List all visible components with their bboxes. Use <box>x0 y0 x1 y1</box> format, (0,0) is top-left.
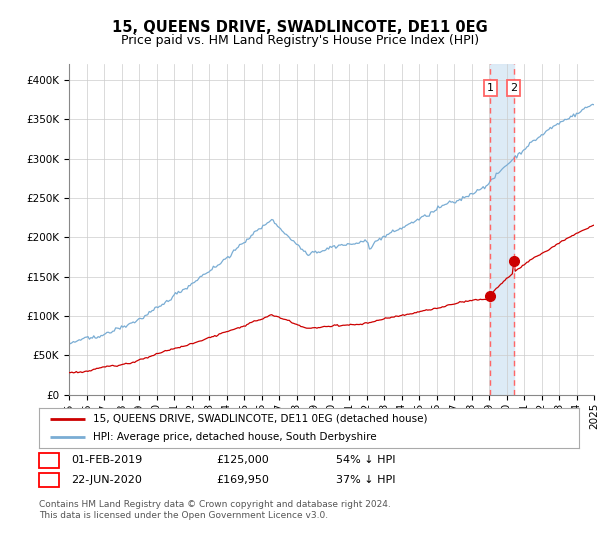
Text: 15, QUEENS DRIVE, SWADLINCOTE, DE11 0EG (detached house): 15, QUEENS DRIVE, SWADLINCOTE, DE11 0EG … <box>93 414 427 423</box>
Bar <box>490 64 514 395</box>
Text: 2: 2 <box>46 475 52 485</box>
Text: Price paid vs. HM Land Registry's House Price Index (HPI): Price paid vs. HM Land Registry's House … <box>121 34 479 46</box>
Text: 22-JUN-2020: 22-JUN-2020 <box>71 475 142 485</box>
Text: 15, QUEENS DRIVE, SWADLINCOTE, DE11 0EG: 15, QUEENS DRIVE, SWADLINCOTE, DE11 0EG <box>112 20 488 35</box>
Text: HPI: Average price, detached house, South Derbyshire: HPI: Average price, detached house, Sout… <box>93 432 377 442</box>
Text: 1: 1 <box>46 455 52 465</box>
Text: Contains HM Land Registry data © Crown copyright and database right 2024.
This d: Contains HM Land Registry data © Crown c… <box>39 500 391 520</box>
Text: 1: 1 <box>487 83 494 93</box>
Text: £169,950: £169,950 <box>216 475 269 485</box>
Text: £125,000: £125,000 <box>216 455 269 465</box>
Text: 37% ↓ HPI: 37% ↓ HPI <box>336 475 395 485</box>
Text: 2: 2 <box>510 83 517 93</box>
Text: 54% ↓ HPI: 54% ↓ HPI <box>336 455 395 465</box>
Text: 01-FEB-2019: 01-FEB-2019 <box>71 455 142 465</box>
